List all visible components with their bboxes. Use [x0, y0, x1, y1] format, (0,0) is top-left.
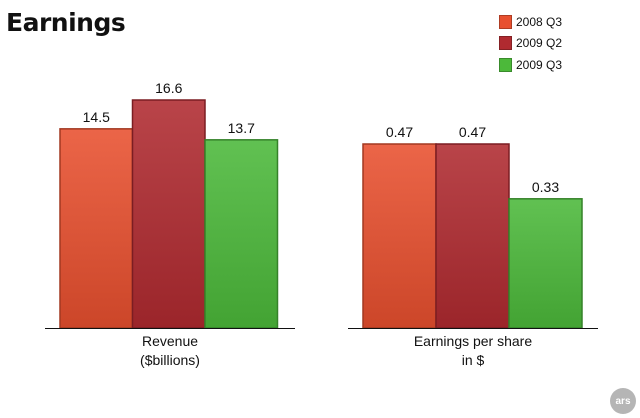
- legend: 2008 Q3 2009 Q2 2009 Q3: [499, 14, 562, 79]
- data-label: 0.47: [459, 124, 486, 140]
- bar-2008-q3: [59, 128, 134, 329]
- data-label: 0.33: [532, 179, 559, 195]
- legend-swatch: [499, 36, 512, 50]
- bar-2009-q2: [131, 99, 206, 329]
- bar-group-0: 14.5 16.6 13.7: [45, 80, 295, 329]
- data-label: 13.7: [228, 120, 255, 136]
- bar-2008-q3: [362, 143, 437, 329]
- legend-item: 2009 Q3: [499, 57, 562, 72]
- legend-label: 2009 Q3: [516, 57, 563, 72]
- legend-label: 2009 Q2: [516, 36, 563, 50]
- bar-2009-q2: [435, 143, 510, 329]
- ars-logo-badge: ars: [610, 388, 636, 414]
- data-label: 14.5: [83, 109, 110, 125]
- legend-label: 2008 Q3: [516, 14, 563, 29]
- chart-title: Earnings: [6, 8, 126, 37]
- bar-group-1: 0.47 0.47 0.33: [348, 124, 598, 329]
- eps-axis-label: Earnings per share in $: [413, 333, 533, 368]
- revenue-axis-label: Revenue ($billions): [140, 333, 200, 368]
- legend-swatch: [499, 57, 512, 72]
- legend-item: 2009 Q2: [499, 36, 562, 51]
- bar-2009-q3: [204, 139, 279, 329]
- data-label: 16.6: [155, 80, 182, 96]
- legend-item: 2008 Q3: [499, 14, 562, 29]
- data-label: 0.47: [386, 124, 413, 140]
- legend-swatch: [499, 14, 512, 29]
- bar-2009-q3: [508, 198, 583, 329]
